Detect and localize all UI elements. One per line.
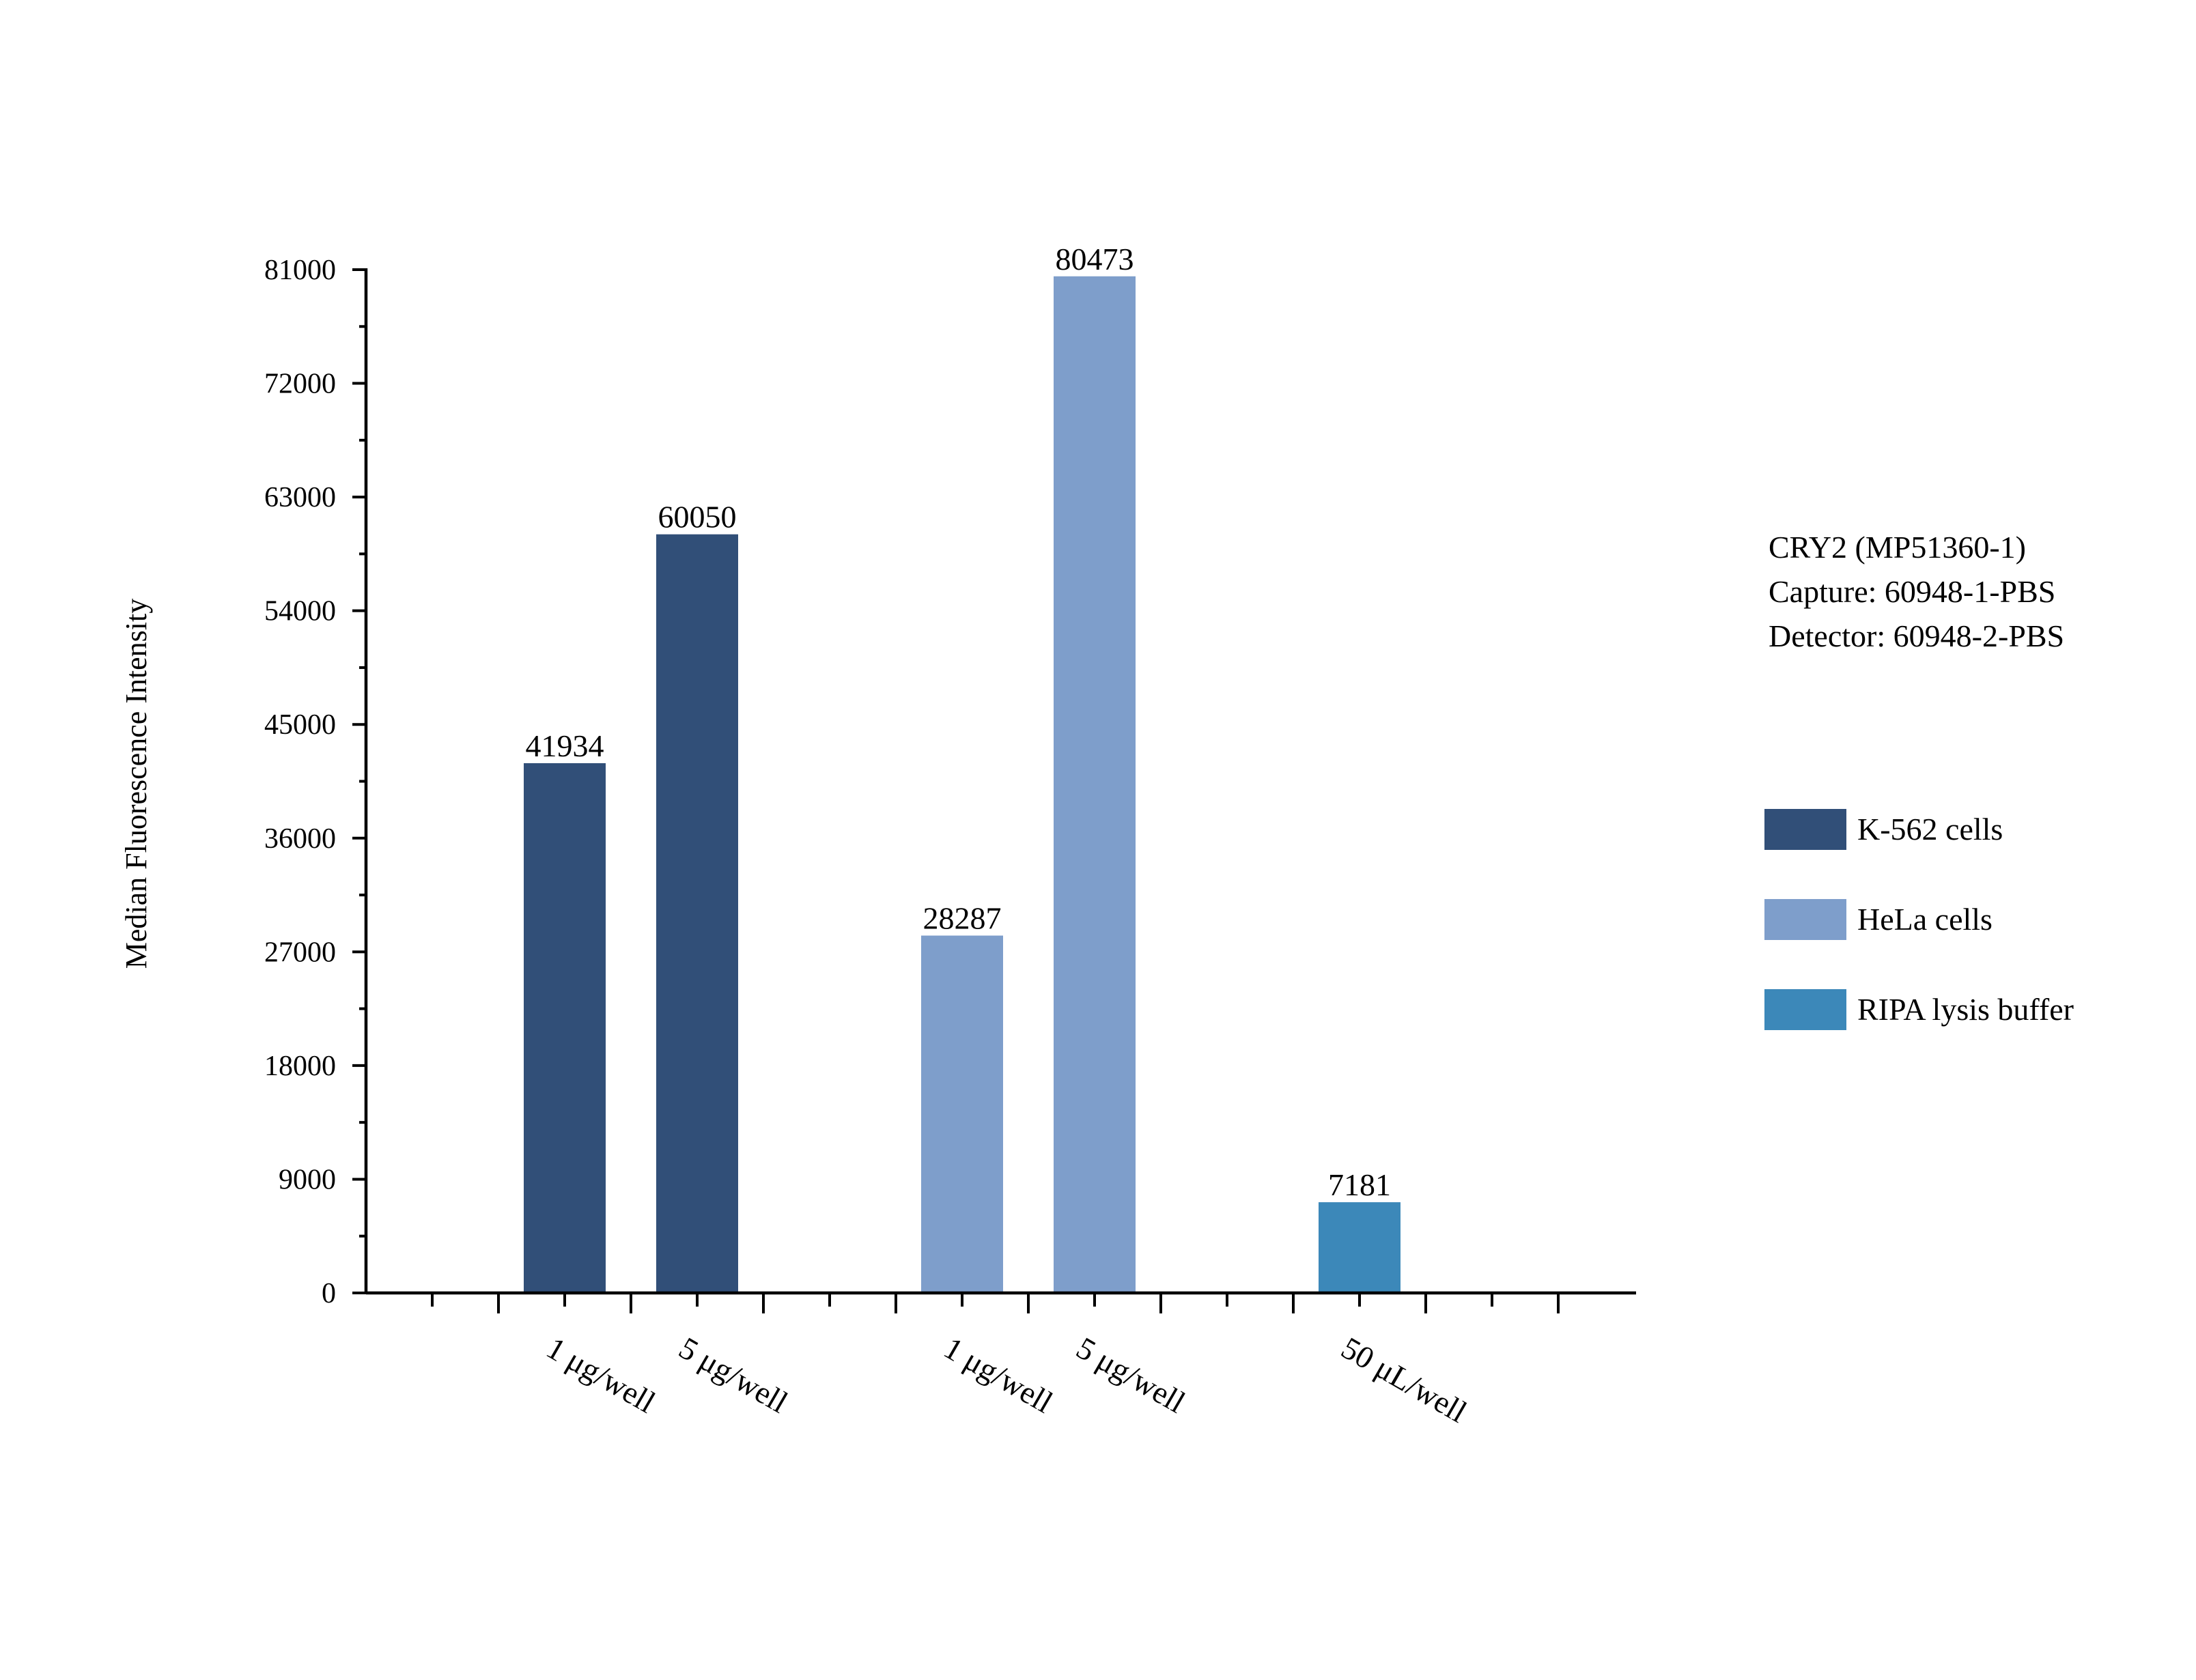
y-tick-label-9: 81000 <box>264 255 336 286</box>
y-tick-label-5: 45000 <box>264 709 336 741</box>
x-tick-label-3: 1 μg/well <box>938 1330 1058 1419</box>
bar-label-4: 80473 <box>1056 242 1134 276</box>
legend-swatch-3 <box>1764 989 1846 1030</box>
x-tick-label-2: 5 μg/well <box>673 1330 793 1419</box>
y-tick-label-1: 9000 <box>279 1164 336 1195</box>
bar-1 <box>524 763 606 1293</box>
y-tick-label-7: 63000 <box>264 482 336 513</box>
x-tick-label-5: 50 μL/well <box>1336 1330 1473 1429</box>
y-axis: 0 9000 18000 27000 36000 45000 54000 63000 72000… <box>264 255 368 1309</box>
plot-area: 41934 60050 28287 80473 7181 0 9000 18000 27000… <box>264 242 1636 1429</box>
bar-3 <box>921 935 1003 1293</box>
legend-swatch-1 <box>1764 809 1846 850</box>
bar-4 <box>1054 276 1136 1294</box>
legend-label-3: RIPA lysis buffer <box>1857 992 2074 1027</box>
x-tick-label-1: 1 μg/well <box>541 1330 661 1419</box>
y-tick-label-8: 72000 <box>264 369 336 400</box>
x-tick-label-4: 5 μg/well <box>1071 1330 1191 1419</box>
y-tick-label-2: 18000 <box>264 1051 336 1082</box>
bar-2 <box>656 534 738 1293</box>
legend-label-2: HeLa cells <box>1857 902 1993 937</box>
annotation-line-2: Capture: 60948-1-PBS <box>1769 574 2055 609</box>
y-tick-label-6: 54000 <box>264 596 336 627</box>
bars <box>524 276 1400 1294</box>
bar-label-3: 28287 <box>923 901 1002 936</box>
bar-label-2: 60050 <box>658 500 737 535</box>
chart-annotation: CRY2 (MP51360-1) Capture: 60948-1-PBS De… <box>1769 530 2064 653</box>
bar-label-1: 41934 <box>526 728 604 763</box>
legend: K-562 cells HeLa cells RIPA lysis buffer <box>1764 809 2074 1030</box>
annotation-line-1: CRY2 (MP51360-1) <box>1769 530 2026 565</box>
x-axis: 1 μg/well 5 μg/well 1 μg/well 5 μg/well 50 μ… <box>366 1291 1636 1429</box>
bar-label-5: 7181 <box>1328 1167 1391 1202</box>
y-axis-label: Median Fluorescence Intensity <box>119 599 153 969</box>
legend-label-1: K-562 cells <box>1857 812 2003 846</box>
y-tick-label-4: 36000 <box>264 823 336 855</box>
y-tick-label-0: 0 <box>322 1278 336 1309</box>
bar-5 <box>1319 1202 1400 1293</box>
bar-labels: 41934 60050 28287 80473 7181 <box>526 242 1392 1202</box>
y-tick-label-3: 27000 <box>264 937 336 968</box>
legend-swatch-2 <box>1764 899 1846 940</box>
annotation-line-3: Detector: 60948-2-PBS <box>1769 618 2064 653</box>
